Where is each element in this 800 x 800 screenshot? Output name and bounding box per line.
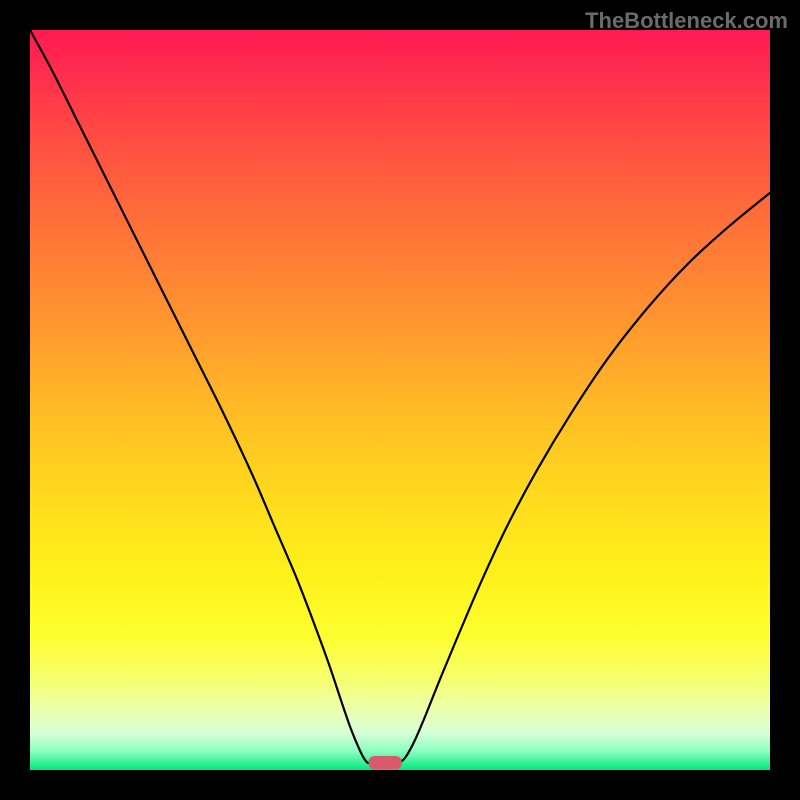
bottleneck-marker: [369, 756, 402, 769]
chart-canvas: [0, 0, 800, 800]
plot-background: [30, 30, 770, 770]
bottleneck-chart: [0, 0, 800, 800]
watermark-text: TheBottleneck.com: [585, 8, 788, 34]
